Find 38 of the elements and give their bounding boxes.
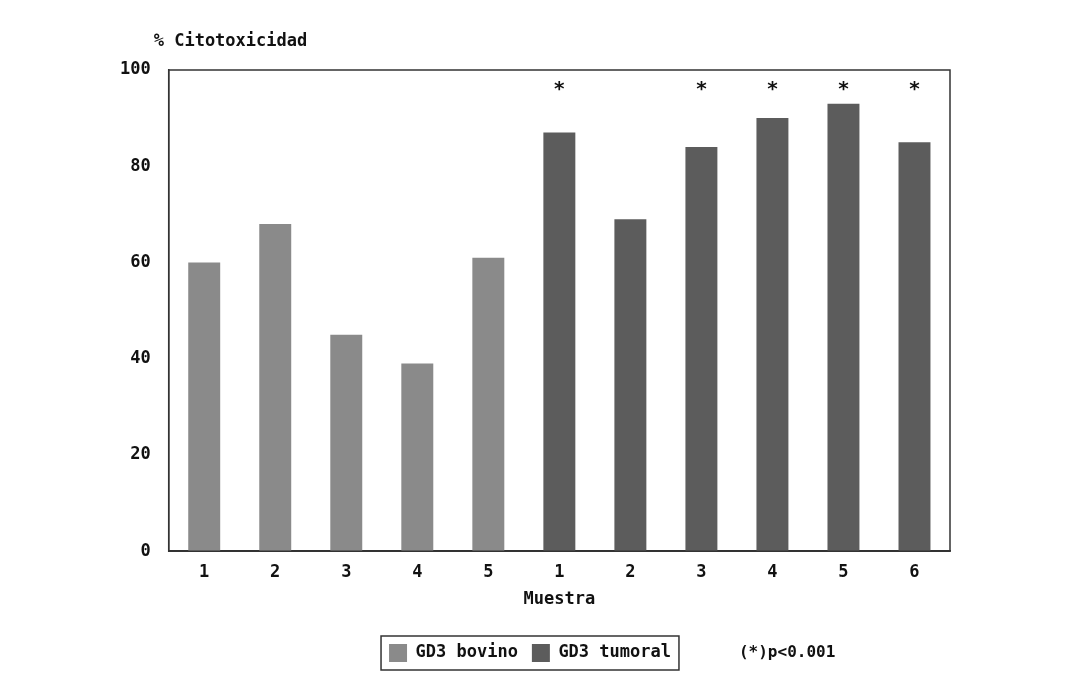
data-label: *: [837, 76, 850, 101]
bar: [543, 132, 576, 552]
data-label: *: [908, 76, 921, 101]
x-tick-label: 4: [412, 560, 423, 581]
x-tick-label: 5: [483, 560, 494, 581]
y-axis-title: % Citotoxicidad: [153, 29, 308, 50]
bar: [614, 219, 647, 552]
x-tick-label: 2: [625, 560, 636, 581]
y-tick-label: 40: [130, 347, 151, 368]
x-axis-title: Muestra: [523, 588, 596, 609]
bar: [401, 363, 434, 552]
x-tick-label: 1: [199, 560, 210, 581]
bar: [827, 103, 860, 552]
bar: [330, 334, 363, 552]
data-label: *: [553, 76, 566, 101]
data-label: *: [766, 76, 779, 101]
y-tick-label: 100: [119, 58, 151, 79]
y-tick-label: 0: [140, 539, 151, 560]
x-tick-label: 4: [767, 560, 778, 581]
bar: [259, 223, 292, 552]
x-tick-label: 6: [909, 560, 920, 581]
x-tick-label: 5: [838, 560, 849, 581]
text: (*)p<0.001: [738, 642, 836, 662]
legend-label: GD3 bovino: [415, 641, 518, 662]
x-tick-label: 3: [341, 560, 352, 581]
x-tick-label: 1: [554, 560, 565, 581]
x-tick-label: 2: [270, 560, 281, 581]
bar: [898, 142, 931, 552]
x-tick-label: 3: [696, 560, 707, 581]
data-label: *: [695, 76, 708, 101]
y-tick-label: 80: [130, 154, 151, 175]
legend-label: GD3 tumoral: [558, 641, 671, 662]
y-tick-label: 60: [130, 250, 151, 271]
y-tick-label: 20: [130, 443, 151, 464]
bar: [472, 257, 505, 552]
bar: [756, 118, 789, 552]
bar: [685, 146, 718, 552]
bar: [188, 262, 221, 552]
